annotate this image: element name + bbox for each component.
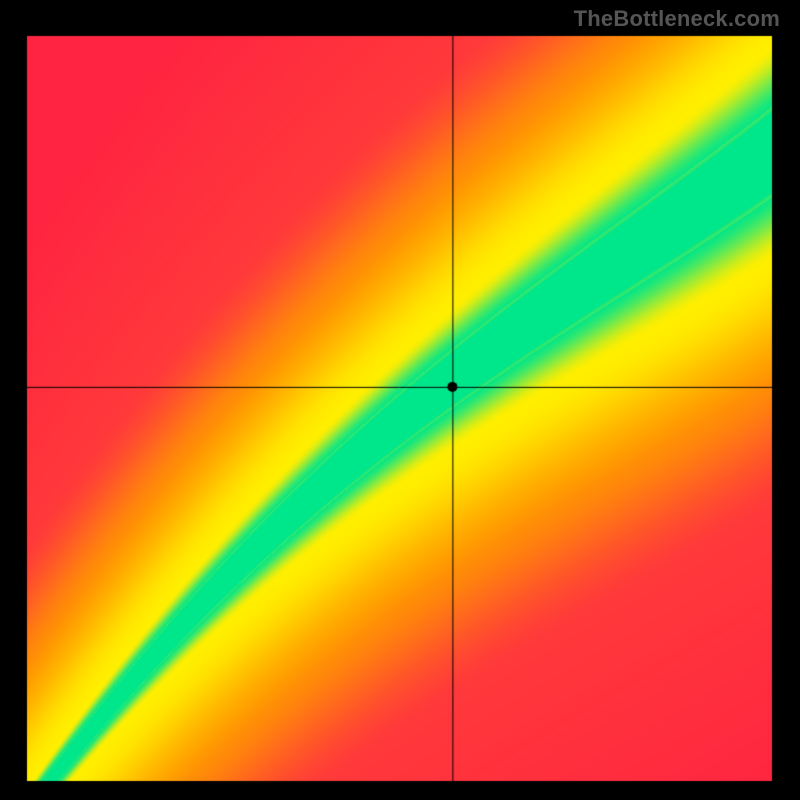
watermark-text: TheBottleneck.com [574, 6, 780, 32]
chart-container: TheBottleneck.com [0, 0, 800, 800]
heatmap-canvas [0, 0, 800, 800]
